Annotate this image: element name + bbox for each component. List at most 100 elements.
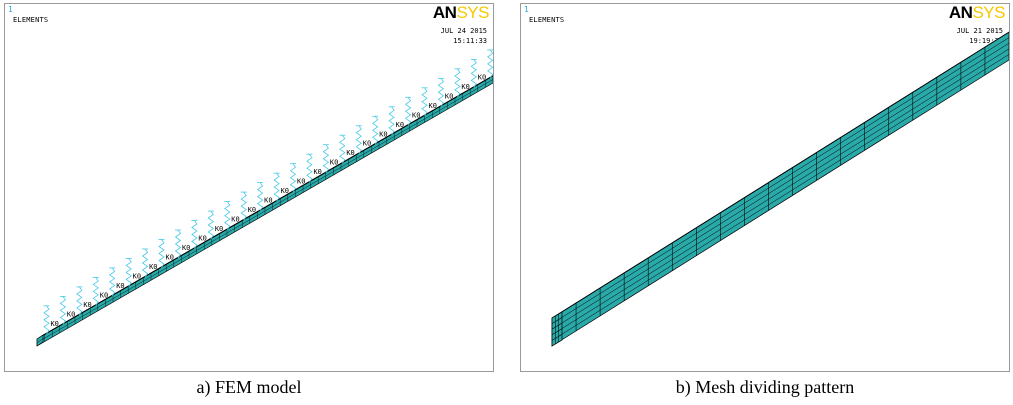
- spring-label: K0: [133, 272, 141, 280]
- plot-time: 15:11:33: [453, 37, 487, 45]
- end-face-grid-line: [551, 322, 563, 330]
- spring-label: K0: [412, 111, 420, 119]
- mesh-top-division: [936, 70, 947, 78]
- spring-support: [372, 116, 379, 145]
- plot-title: ELEMENTS: [13, 16, 49, 24]
- window-number: 1: [524, 5, 529, 14]
- spring-support: [174, 229, 182, 259]
- spring-label: K0: [149, 263, 157, 271]
- spring-label: K0: [248, 206, 256, 214]
- spring-support: [256, 182, 264, 211]
- spring-label: K0: [281, 187, 289, 195]
- spring-support: [487, 49, 493, 79]
- mesh-top-division: [648, 251, 659, 259]
- mesh-layer-line: [551, 54, 1009, 341]
- spring-support: [339, 134, 346, 164]
- window-number: 1: [8, 5, 13, 14]
- beam-front-face: [551, 31, 1009, 347]
- mesh-top-division: [840, 131, 851, 138]
- mesh-layer-line: [551, 37, 1009, 324]
- mesh-top-division: [599, 281, 611, 289]
- beam-end-face: [551, 311, 563, 347]
- spring-support: [76, 286, 83, 316]
- ansys-logo: ANSYS: [432, 3, 490, 22]
- mesh-top-division: [912, 85, 923, 93]
- mesh-top-division: [792, 161, 803, 168]
- spring-label: K0: [166, 253, 174, 261]
- mesh-top-division: [864, 116, 875, 123]
- plot-time: 19:19:20: [969, 37, 1003, 45]
- spring-support: [454, 68, 461, 98]
- spring-label: K0: [330, 159, 338, 167]
- spring-support: [92, 277, 99, 306]
- spring-label: K0: [116, 282, 124, 290]
- element-layer-line: [36, 79, 493, 343]
- spring-support: [388, 106, 395, 136]
- spring-support: [355, 125, 362, 154]
- spring-label: K0: [313, 168, 321, 176]
- ansys-logo: ANSYS: [948, 3, 1006, 22]
- mesh-top-division: [768, 176, 779, 183]
- spring-label: K0: [50, 320, 58, 328]
- mesh-top-division: [744, 191, 755, 198]
- spring-support: [59, 296, 67, 325]
- caption-fem-model: a) FEM model: [196, 377, 302, 397]
- spring-label: K0: [182, 244, 190, 252]
- mesh-top-division: [960, 55, 972, 63]
- spring-support: [470, 59, 477, 88]
- mesh-top-division: [888, 101, 899, 108]
- spring-support: [437, 78, 445, 107]
- spring-support: [240, 191, 247, 221]
- beam-with-springs-graphic: K0 K0 K0 K0 K0 K0 K0 K0 K0 K0 K0 K0 K0 K0 K0 K0 K0 K0 K0 K0…: [36, 49, 493, 347]
- spring-support: [289, 163, 297, 192]
- spring-support: [224, 201, 231, 230]
- caption-mesh-pattern: b) Mesh dividing pattern: [675, 377, 855, 397]
- end-face-grid-line: [551, 328, 563, 336]
- spring-label: K0: [363, 140, 371, 148]
- spring-support: [207, 210, 214, 240]
- spring-label: K0: [445, 92, 453, 100]
- mesh-top-division: [575, 296, 587, 304]
- beam-end-face: [36, 334, 44, 347]
- fem-model-viewport: 1 ELEMENTS ANSYS JUL 24 2015 15:11:33 K0…: [4, 3, 494, 372]
- spring-label: K0: [231, 216, 239, 224]
- spring-label: K0: [346, 149, 354, 157]
- plot-title: ELEMENTS: [529, 16, 565, 24]
- spring-label: K0: [297, 178, 305, 186]
- spring-support: [322, 144, 330, 173]
- spring-label: K0: [428, 102, 436, 110]
- spring-support: [109, 267, 116, 297]
- spring-label: K0: [100, 291, 108, 299]
- plot-date: JUL 21 2015: [956, 27, 1003, 35]
- spring-label: K0: [478, 73, 486, 81]
- spring-label: K0: [379, 130, 387, 138]
- spring-label: K0: [67, 310, 75, 318]
- mesh-pattern-viewport: 1 ELEMENTS ANSYS JUL 21 2015 19:19:20: [520, 3, 1010, 372]
- plot-date: JUL 24 2015: [440, 27, 487, 35]
- mesh-top-division: [720, 206, 731, 213]
- mesh-top-division: [672, 236, 683, 243]
- spring-support: [404, 97, 412, 126]
- spring-label: K0: [396, 121, 404, 129]
- spring-label: K0: [215, 225, 223, 233]
- spring-support: [125, 258, 132, 287]
- spring-label: K0: [198, 235, 206, 243]
- timestamp: JUL 24 2015 15:11:33: [441, 26, 487, 46]
- end-face-grid-line: [551, 317, 563, 324]
- mesh-layer-line: [551, 42, 1009, 330]
- spring-support: [158, 239, 165, 268]
- spring-support: [141, 248, 149, 278]
- spring-support: [306, 153, 313, 183]
- spring-support: [43, 305, 50, 335]
- spring-label: K0: [461, 83, 469, 91]
- spring-label: K0: [83, 301, 91, 309]
- timestamp: JUL 21 2015 19:19:20: [957, 26, 1003, 46]
- mesh-top-division: [816, 146, 827, 153]
- spring-support: [191, 220, 198, 249]
- spring-label: K0: [264, 197, 272, 205]
- end-face-grid-line: [551, 334, 563, 341]
- mesh-layer-line: [551, 48, 1009, 336]
- meshed-beam-graphic: [551, 31, 1009, 347]
- spring-support: [273, 172, 280, 202]
- mesh-top-division: [984, 40, 996, 48]
